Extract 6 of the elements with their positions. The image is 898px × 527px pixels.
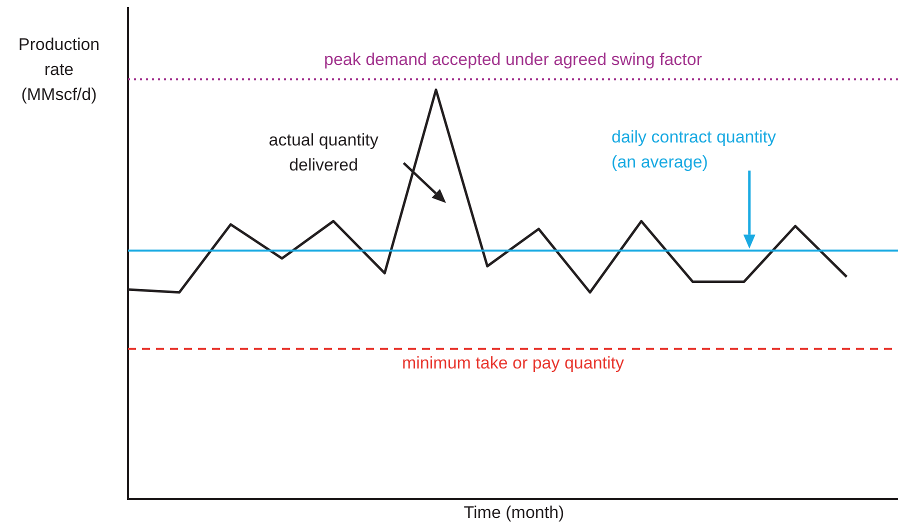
ref-line-label: daily contract quantity (an average) [612, 127, 776, 172]
ref-line-label: peak demand accepted under agreed swing factor [324, 50, 702, 69]
ref-line-label: minimum take or pay quantity [402, 354, 625, 373]
x-axis-title: Time (month) [462, 503, 566, 523]
y-axis-title: Production rate (MMscf/d) [17, 34, 101, 106]
annotation: actual quantity delivered [268, 130, 379, 175]
